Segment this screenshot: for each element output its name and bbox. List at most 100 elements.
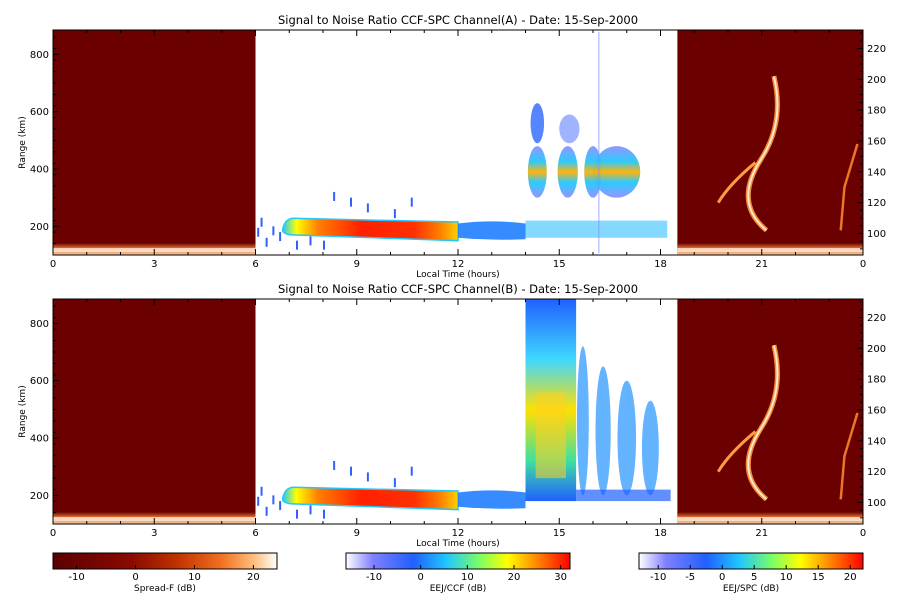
colorbar-label: EEJ/SPC (dB)	[723, 584, 779, 594]
spc-plume-secondary	[617, 380, 637, 496]
ccf-scatter-point	[272, 226, 275, 236]
x-tick-label: 6	[252, 528, 258, 539]
y-axis-label: Range (km)	[18, 385, 28, 437]
spreadf-plume-core	[747, 344, 779, 501]
x-tick-label: 15	[553, 259, 566, 270]
x-tick-label: 18	[654, 259, 667, 270]
spreadf-region-right	[677, 30, 863, 255]
y-tick-label: 800	[30, 50, 49, 61]
colorbar-gradient	[52, 552, 278, 570]
ccf-scatter-point	[265, 237, 268, 247]
spc-echo-blob	[557, 146, 578, 198]
spreadf-plume-core	[747, 75, 779, 232]
y2-tick-label: 220	[867, 44, 886, 55]
x-tick-label: 0	[50, 259, 56, 270]
ccf-scatter-point	[272, 495, 275, 505]
y-tick-label: 800	[30, 319, 49, 330]
spreadf-fill	[53, 30, 256, 255]
y-tick-label: 400	[30, 434, 49, 445]
colorbar-tick-label: 20	[247, 572, 260, 583]
y2-tick-label: 140	[867, 167, 886, 178]
spreadf-plume-secondary	[839, 412, 859, 500]
y2-tick-label: 220	[867, 313, 886, 324]
ccf-scatter-point	[410, 197, 413, 207]
spreadf-plume-branch	[716, 430, 757, 473]
colorbar-tick-label: 10	[461, 572, 474, 583]
ccf-scatter-point	[296, 240, 298, 250]
ccf-scatter-point	[410, 466, 413, 476]
ccf-scatter-point	[296, 509, 298, 519]
colorbar-tick-label: 20	[844, 572, 857, 583]
eej-spc-region	[525, 32, 668, 253]
spc-plume-secondary	[595, 366, 611, 496]
spc-low-band	[576, 489, 671, 502]
y2-tick-label: 160	[867, 405, 886, 416]
x-tick-label: 3	[151, 528, 157, 539]
chart-title: Signal to Noise Ratio CCF-SPC Channel(A)…	[278, 13, 638, 27]
ccf-scatter-point	[350, 197, 352, 207]
spreadf-region-left	[53, 299, 256, 524]
colorbar-label: EEJ/CCF (dB)	[430, 584, 487, 594]
spc-echo-blob	[593, 146, 641, 198]
y2-tick-label: 200	[867, 75, 886, 86]
x-tick-label: 3	[151, 259, 157, 270]
ccf-scatter-point	[366, 472, 369, 482]
ccf-scatter-point	[333, 191, 336, 201]
colorbar-gradient	[345, 552, 571, 570]
y2-tick-label: 180	[867, 375, 886, 386]
spreadf-bottom-band	[677, 248, 863, 252]
ccf-scatter-point	[393, 209, 396, 219]
spreadf-region-right	[677, 299, 863, 524]
y2-tick-label: 140	[867, 436, 886, 447]
y-tick-label: 600	[30, 376, 49, 387]
colorbar-tick-label: 0	[417, 572, 423, 583]
colorbar-label: Spread-F (dB)	[134, 584, 196, 594]
ccf-scatter-point	[323, 240, 325, 250]
x-tick-label: 6	[252, 259, 258, 270]
colorbar-2: -10 -5 0 5 10 15 20 EEJ/SPC (dB)	[638, 552, 864, 594]
spc-plume-secondary	[576, 346, 589, 496]
y-axis-label: Range (km)	[18, 116, 28, 168]
ccf-scatter-point	[333, 460, 336, 470]
eej-spc-region	[525, 299, 671, 502]
colorbar-tick-label: -5	[685, 572, 695, 583]
y-tick-label: 200	[30, 222, 49, 233]
spc-vertical-streak	[598, 32, 600, 253]
x-tick-label: 21	[755, 528, 768, 539]
spreadf-plume-secondary	[839, 143, 859, 231]
spc-upper-blob	[530, 103, 545, 144]
y-tick-label: 400	[30, 165, 49, 176]
spc-plume-core	[535, 392, 566, 479]
ccf-scatter-point	[265, 506, 268, 516]
spc-upper-blob	[559, 114, 580, 144]
y2-tick-label: 160	[867, 136, 886, 147]
ccf-scatter-point	[366, 203, 369, 213]
ccf-scatter-point	[350, 466, 352, 476]
x-tick-label: 0	[860, 259, 866, 270]
y2-tick-label: 120	[867, 198, 886, 209]
eej-ccf-region	[257, 460, 526, 519]
ccf-scatter-point	[260, 486, 263, 496]
colorbar-tick-label: 20	[508, 572, 521, 583]
x-axis-label: Local Time (hours)	[416, 270, 499, 280]
colorbar-0: -10 0 10 20 Spread-F (dB)	[52, 552, 278, 594]
colorbar-tick-label: 15	[812, 572, 825, 583]
spc-low-band	[525, 220, 668, 238]
colorbar-tick-label: 10	[780, 572, 793, 583]
x-tick-label: 0	[860, 528, 866, 539]
ccf-scatter-point	[309, 236, 312, 246]
y2-tick-label: 100	[867, 229, 886, 240]
ccf-scatter-point	[279, 232, 282, 242]
spreadf-bottom-band	[677, 517, 863, 521]
x-tick-label: 0	[50, 528, 56, 539]
spreadf-plume-branch	[716, 161, 757, 204]
colorbar-tick-label: -10	[650, 572, 666, 583]
ccf-scatter-point	[257, 496, 260, 506]
ccf-scatter-point	[393, 478, 396, 488]
ccf-scatter-point	[309, 505, 312, 515]
colorbar-tick-label: -10	[366, 572, 382, 583]
y2-tick-label: 120	[867, 467, 886, 478]
x-tick-label: 18	[654, 528, 667, 539]
x-axis-label: Local Time (hours)	[416, 539, 499, 549]
